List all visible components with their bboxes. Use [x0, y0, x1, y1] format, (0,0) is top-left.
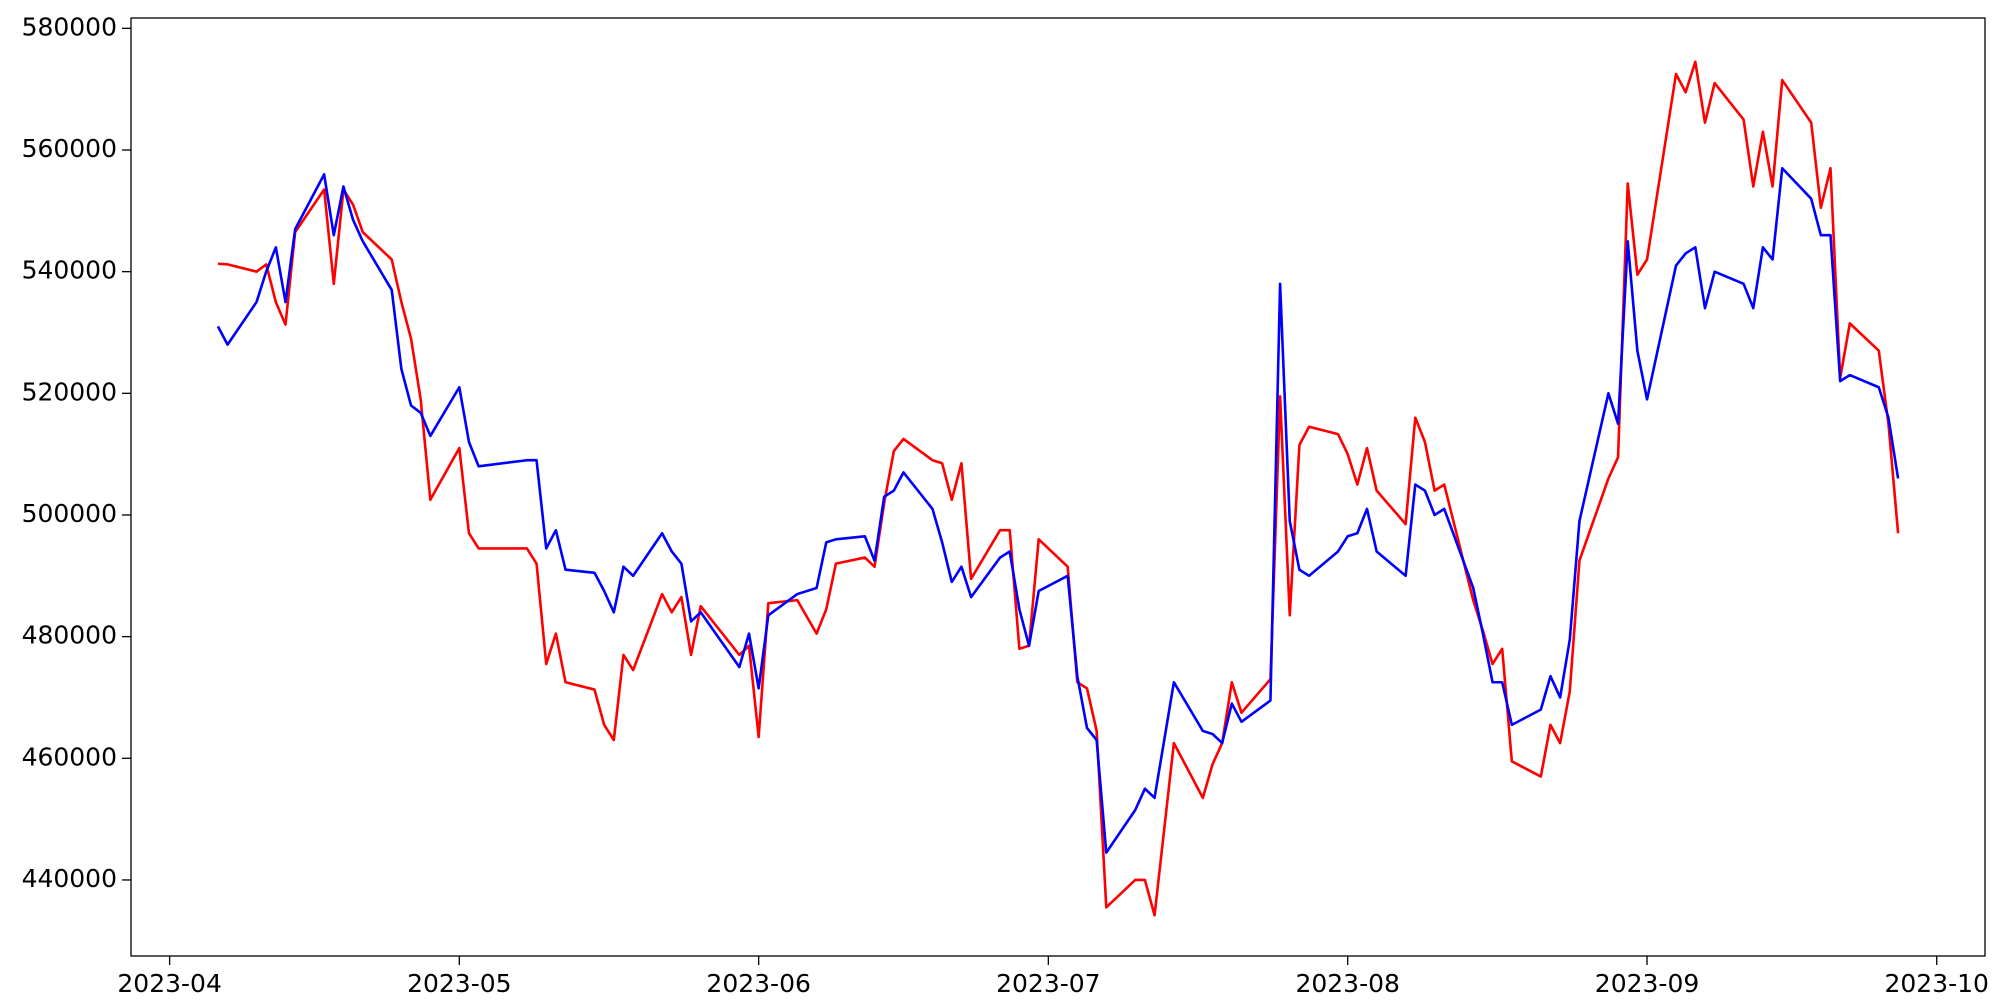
y-tick-label: 440000 — [22, 864, 117, 893]
y-tick-label: 480000 — [22, 621, 117, 650]
y-tick-label: 500000 — [22, 499, 117, 528]
x-tick-label: 2023-09 — [1595, 969, 1699, 998]
x-tick-label: 2023-08 — [1295, 969, 1399, 998]
x-tick-label: 2023-07 — [996, 969, 1100, 998]
plot-frame — [130, 17, 1986, 957]
line-series — [216, 166, 1900, 854]
x-tick-label: 2023-04 — [117, 969, 221, 998]
x-tick-label: 2023-06 — [706, 969, 810, 998]
line-series — [217, 60, 1900, 917]
y-tick-label: 460000 — [22, 742, 117, 771]
x-tick-label: 2023-10 — [1884, 969, 1988, 998]
y-tick-label: 560000 — [22, 134, 117, 163]
y-tick-label: 540000 — [22, 256, 117, 285]
y-tick-label: 580000 — [22, 12, 117, 41]
y-tick-label: 520000 — [22, 377, 117, 406]
x-tick-label: 2023-05 — [407, 969, 511, 998]
